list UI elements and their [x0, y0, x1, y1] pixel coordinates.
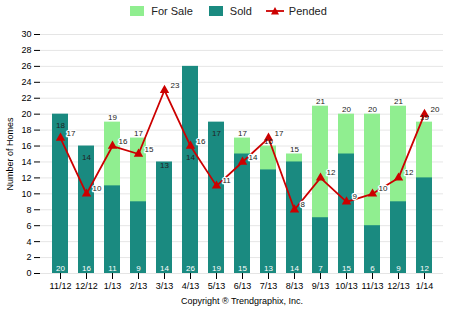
svg-text:3/13: 3/13 — [156, 281, 174, 291]
svg-text:15: 15 — [290, 145, 299, 154]
svg-text:8/13: 8/13 — [286, 281, 304, 291]
svg-text:20: 20 — [56, 264, 65, 273]
svg-text:12: 12 — [405, 168, 414, 177]
svg-text:19: 19 — [212, 264, 221, 273]
svg-text:2/13: 2/13 — [130, 281, 148, 291]
svg-text:20: 20 — [21, 109, 31, 119]
svg-text:15: 15 — [145, 145, 154, 154]
html-text:Pended: Pended — [288, 5, 327, 17]
svg-text:4: 4 — [26, 237, 31, 247]
svg-text:12/13: 12/13 — [387, 281, 410, 291]
svg-text:15: 15 — [238, 264, 247, 273]
svg-text:16: 16 — [197, 137, 206, 146]
svg-text:14: 14 — [160, 264, 169, 273]
svg-text:11: 11 — [108, 264, 117, 273]
svg-text:14: 14 — [186, 153, 195, 162]
svg-text:1/14: 1/14 — [416, 281, 434, 291]
html-text:Sold: Sold — [229, 5, 252, 17]
svg-text:10: 10 — [93, 184, 102, 193]
svg-text:12: 12 — [420, 264, 429, 273]
svg-text:1/13: 1/13 — [104, 281, 122, 291]
svg-text:16: 16 — [82, 264, 91, 273]
svg-text:19: 19 — [108, 113, 117, 122]
svg-text:11/12: 11/12 — [50, 281, 72, 291]
html-text:For Sale: For Sale — [151, 5, 193, 17]
svg-text:10: 10 — [379, 184, 388, 193]
svg-text:20: 20 — [368, 105, 377, 114]
svg-text:13: 13 — [160, 161, 169, 170]
svg-text:17: 17 — [134, 129, 143, 138]
svg-text:6/13: 6/13 — [234, 281, 252, 291]
svg-text:9: 9 — [136, 264, 141, 273]
svg-text:9: 9 — [353, 192, 358, 201]
svg-text:11/13: 11/13 — [362, 281, 384, 291]
svg-text:16: 16 — [21, 141, 31, 151]
svg-text:10/13: 10/13 — [335, 281, 358, 291]
svg-text:8: 8 — [301, 200, 306, 209]
svg-text:21: 21 — [394, 97, 403, 106]
svg-text:20: 20 — [431, 105, 440, 114]
svg-text:6: 6 — [26, 221, 31, 231]
svg-text:19: 19 — [420, 113, 429, 122]
svg-text:7/13: 7/13 — [260, 281, 278, 291]
svg-text:Copyright ® Trendgraphix, Inc.: Copyright ® Trendgraphix, Inc. — [181, 296, 303, 306]
svg-text:10: 10 — [21, 189, 31, 199]
svg-text:28: 28 — [21, 45, 31, 55]
svg-text:20: 20 — [342, 105, 351, 114]
svg-text:5/13: 5/13 — [208, 281, 226, 291]
svg-text:18: 18 — [21, 125, 31, 135]
svg-text:2: 2 — [26, 252, 31, 262]
svg-text:14: 14 — [82, 153, 91, 162]
svg-text:16: 16 — [119, 137, 128, 146]
svg-text:9/13: 9/13 — [312, 281, 330, 291]
svg-text:26: 26 — [186, 264, 195, 273]
svg-text:16: 16 — [264, 137, 273, 146]
svg-text:17: 17 — [212, 129, 221, 138]
svg-text:9: 9 — [396, 264, 401, 273]
svg-text:30: 30 — [21, 29, 31, 39]
svg-text:4/13: 4/13 — [182, 281, 200, 291]
svg-text:0: 0 — [26, 268, 31, 278]
svg-text:11: 11 — [223, 176, 232, 185]
svg-text:Number of Homes: Number of Homes — [5, 117, 15, 191]
svg-text:12: 12 — [327, 168, 336, 177]
svg-text:13: 13 — [264, 264, 273, 273]
svg-text:8: 8 — [26, 205, 31, 215]
svg-text:12: 12 — [21, 173, 31, 183]
svg-text:24: 24 — [21, 77, 31, 87]
svg-text:17: 17 — [275, 129, 284, 138]
svg-text:26: 26 — [21, 61, 31, 71]
svg-text:7: 7 — [318, 264, 323, 273]
svg-text:14: 14 — [290, 264, 299, 273]
svg-text:14: 14 — [249, 153, 258, 162]
svg-text:21: 21 — [316, 97, 325, 106]
svg-text:23: 23 — [171, 81, 180, 90]
svg-text:15: 15 — [342, 264, 351, 273]
svg-text:17: 17 — [67, 129, 76, 138]
svg-text:22: 22 — [21, 93, 31, 103]
svg-text:12/12: 12/12 — [75, 281, 98, 291]
svg-text:18: 18 — [56, 121, 65, 130]
svg-text:14: 14 — [21, 157, 31, 167]
svg-text:17: 17 — [238, 129, 247, 138]
svg-text:6: 6 — [370, 264, 375, 273]
